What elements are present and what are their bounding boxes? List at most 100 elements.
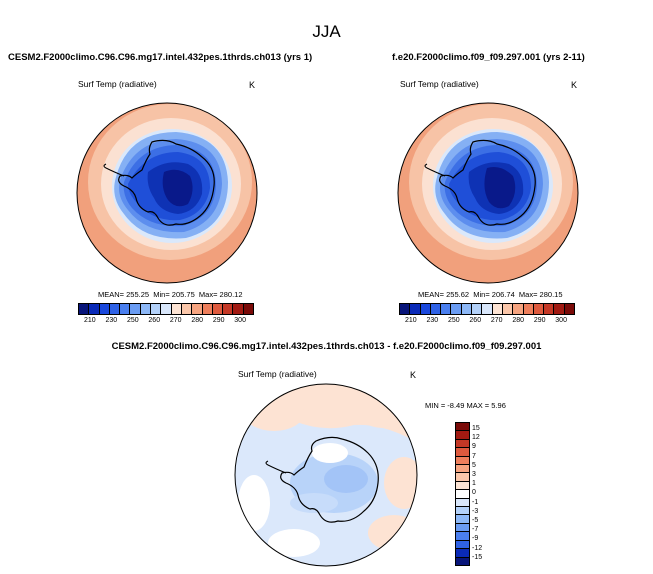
colorbar-swatch xyxy=(456,439,469,449)
left-polar-map xyxy=(76,102,258,284)
colorbar-swatch xyxy=(161,304,172,314)
colorbar-swatch xyxy=(492,304,503,314)
colorbar-swatch xyxy=(451,304,462,314)
tick-label: 290 xyxy=(533,317,546,324)
colorbar-swatch xyxy=(554,304,565,314)
tick-label: 5 xyxy=(472,461,476,469)
colorbar-swatch xyxy=(456,507,469,516)
diff-units-label: K xyxy=(410,370,417,380)
right-stats: MEAN= 255.62 Min= 206.74 Max= 280.15 xyxy=(418,290,563,299)
colorbar-swatch xyxy=(171,304,182,314)
diff-minmax-label: MIN = -8.49 MAX = 5.96 xyxy=(425,401,506,410)
colorbar-swatch xyxy=(192,304,203,314)
colorbar-swatch xyxy=(120,304,131,314)
right-variable-label: Surf Temp (radiative) xyxy=(400,79,479,89)
right-units-label: K xyxy=(571,80,578,90)
colorbar-swatch xyxy=(513,304,524,314)
colorbar-swatch xyxy=(456,431,469,440)
colorbar-swatch xyxy=(502,304,514,314)
colorbar-swatch xyxy=(456,523,469,533)
colorbar-swatch xyxy=(456,456,469,466)
tick-label: 260 xyxy=(469,317,482,324)
colorbar-swatch xyxy=(456,557,469,565)
colorbar-swatch xyxy=(441,304,452,314)
tick-label: -7 xyxy=(472,526,479,534)
colorbar-swatch xyxy=(89,304,100,314)
colorbar-swatch xyxy=(243,304,254,314)
tick-label: 15 xyxy=(472,425,480,432)
colorbar-swatch xyxy=(472,304,483,314)
tick-label: 210 xyxy=(405,317,417,324)
tick-label: -1 xyxy=(472,498,479,506)
colorbar-swatch xyxy=(461,304,473,314)
left-panel-title: CESM2.F2000climo.C96.C96.mg17.intel.432p… xyxy=(8,52,313,63)
tick-label: -9 xyxy=(472,535,479,543)
colorbar-swatch xyxy=(544,304,555,314)
left-max-label: Max= 280.12 xyxy=(198,290,243,299)
tick-label: 1 xyxy=(472,480,476,488)
tick-label: -5 xyxy=(472,517,479,525)
colorbar-swatch xyxy=(456,465,469,474)
colorbar-swatch xyxy=(533,304,545,314)
colorbar-swatch xyxy=(482,304,493,314)
right-max-label: Max= 280.15 xyxy=(518,290,563,299)
right-min-label: Min= 206.74 xyxy=(473,290,515,299)
left-stats: MEAN= 255.25 Min= 205.75 Max= 280.12 xyxy=(98,290,243,299)
right-colorbar-ticks: 210 230 250 260 270 280 290 300 xyxy=(405,317,567,324)
tick-label: 230 xyxy=(426,317,439,324)
diff-variable-label: Surf Temp (radiative) xyxy=(238,369,317,379)
diff-colorbar xyxy=(455,422,470,566)
colorbar-swatch xyxy=(456,481,469,491)
left-colorbar xyxy=(78,303,254,315)
colorbar-swatch xyxy=(410,304,421,314)
tick-label: 300 xyxy=(234,317,246,324)
colorbar-swatch xyxy=(456,473,469,482)
tick-label: 280 xyxy=(191,317,204,324)
tick-label: 280 xyxy=(512,317,525,324)
tick-label: 250 xyxy=(126,317,139,324)
colorbar-swatch xyxy=(456,490,469,499)
tick-label: 270 xyxy=(490,317,503,324)
tick-label: -12 xyxy=(472,544,483,552)
colorbar-swatch xyxy=(151,304,162,314)
right-colorbar xyxy=(399,303,575,315)
colorbar-swatch xyxy=(523,304,534,314)
colorbar-swatch xyxy=(79,304,90,314)
tick-label: 260 xyxy=(148,317,161,324)
tick-label: 250 xyxy=(447,317,460,324)
tick-label: 3 xyxy=(472,471,476,479)
colorbar-swatch xyxy=(456,549,469,558)
left-colorbar-ticks: 210 230 250 260 270 280 290 300 xyxy=(84,317,246,324)
colorbar-swatch xyxy=(233,304,244,314)
tick-label: 7 xyxy=(472,452,476,460)
colorbar-swatch xyxy=(212,304,224,314)
colorbar-swatch xyxy=(181,304,193,314)
left-variable-label: Surf Temp (radiative) xyxy=(78,79,157,89)
colorbar-swatch xyxy=(456,540,469,550)
left-mean-label: MEAN= 255.25 xyxy=(98,290,150,299)
left-units-label: K xyxy=(249,80,256,90)
colorbar-swatch xyxy=(400,304,411,314)
colorbar-swatch xyxy=(420,304,431,314)
colorbar-swatch xyxy=(564,304,575,314)
colorbar-swatch xyxy=(456,515,469,524)
tick-label: 12 xyxy=(472,434,480,442)
colorbar-swatch xyxy=(202,304,213,314)
colorbar-swatch xyxy=(456,498,469,508)
tick-label: -15 xyxy=(472,553,483,561)
colorbar-swatch xyxy=(456,423,469,432)
colorbar-swatch xyxy=(223,304,234,314)
colorbar-swatch xyxy=(99,304,110,314)
diff-colorbar-ticks: 15 12 9 7 5 3 1 0 -1 -3 -5 -7 -9 -12 -15 xyxy=(472,425,482,561)
tick-label: -3 xyxy=(472,507,479,515)
colorbar-swatch xyxy=(109,304,121,314)
tick-label: 0 xyxy=(472,489,476,497)
right-polar-map xyxy=(397,102,579,284)
left-min-label: Min= 205.75 xyxy=(153,290,195,299)
tick-label: 210 xyxy=(84,317,96,324)
colorbar-swatch xyxy=(140,304,152,314)
tick-label: 270 xyxy=(169,317,182,324)
diff-polar-map xyxy=(234,383,418,567)
tick-label: 9 xyxy=(472,443,476,451)
right-mean-label: MEAN= 255.62 xyxy=(418,290,470,299)
